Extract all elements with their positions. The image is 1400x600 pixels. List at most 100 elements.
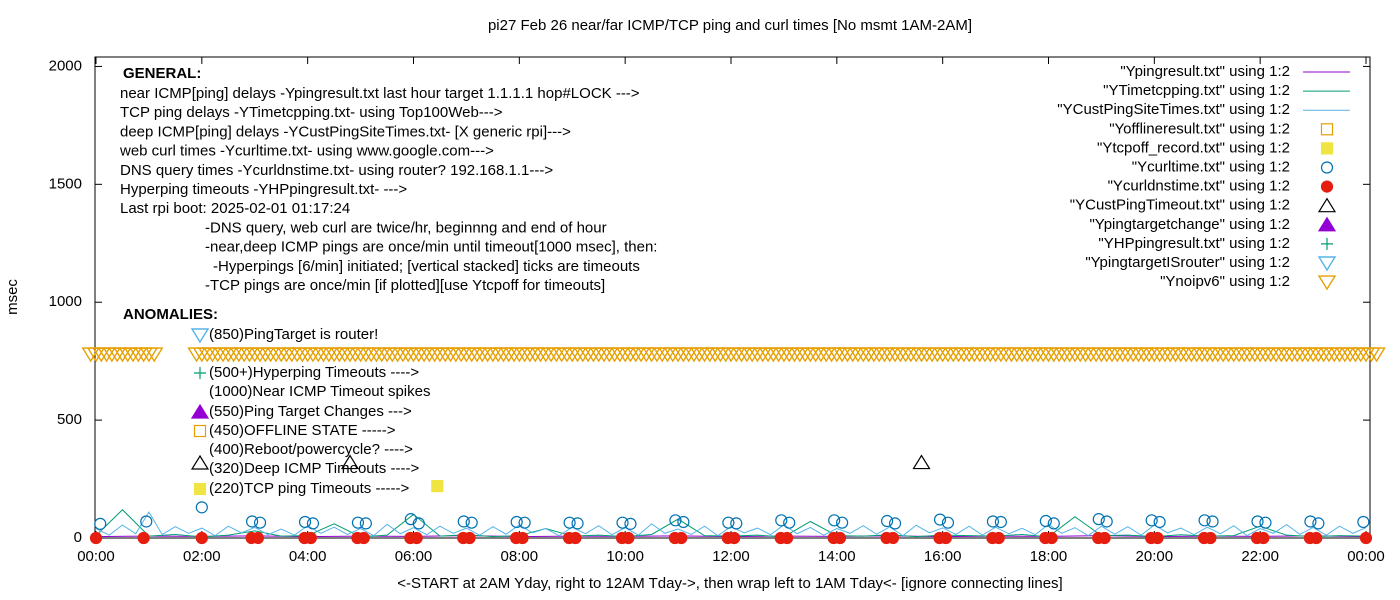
y-tick-label: 1500 [49,175,82,192]
anomaly-line: (450)OFFLINE STATE -----> [209,422,396,439]
data-point [457,515,470,528]
anomaly-line: (550)Ping Target Changes ---> [209,403,412,420]
legend-label: "Ytcpoff_record.txt" using 1:2 [1097,139,1290,156]
data-point [89,531,103,545]
data-point [669,514,682,527]
data-point [1251,515,1264,528]
legend-swatch [1317,275,1337,291]
data-point [1259,516,1272,529]
data-point [251,531,265,545]
x-tick-label: 12:00 [712,548,750,565]
data-point [1257,531,1270,545]
y-axis-label: msec [4,279,21,315]
data-point [994,515,1007,529]
data-point [730,517,743,530]
data-point [622,531,635,545]
data-point [516,531,529,545]
data-point [992,531,1005,545]
anomaly-line: (320)Deep ICMP Timeouts ----> [209,460,419,477]
data-point [1204,531,1217,545]
y-tick-label: 0 [74,529,82,546]
y-tick-label: 1000 [49,293,82,310]
legend-label: "Ypingresult.txt" using 1:2 [1120,63,1290,80]
x-tick-label: 08:00 [501,548,539,565]
anomaly-line: (220)TCP ping Timeouts -----> [209,480,409,497]
data-point [1047,517,1060,530]
data-point [1357,515,1370,529]
data-point [728,531,741,545]
data-point [410,531,423,545]
data-point [1312,517,1325,530]
notes-line: deep ICMP[ping] delays -YCustPingSiteTim… [120,123,571,140]
data-point [1198,514,1211,527]
x-tick-label: 10:00 [606,548,644,565]
data-point [1304,515,1317,528]
x-tick-label: 22:00 [1241,548,1279,565]
anomaly-line: (850)PingTarget is router! [209,326,378,343]
data-point [404,513,417,526]
legend-label: "Ycurldnstime.txt" using 1:2 [1108,178,1290,195]
data-point [304,531,317,545]
data-point [1151,531,1164,545]
data-point [775,514,788,527]
anomaly-icon [190,454,210,470]
data-point [246,515,259,528]
notes-line: Hyperping timeouts -YHPpingresult.txt- -… [120,181,407,198]
x-tick-label: 00:00 [1347,548,1385,565]
data-point [306,517,320,530]
data-point [888,517,902,530]
anomaly-line: (1000)Near ICMP Timeout spikes [209,383,430,400]
notes-line: TCP ping delays -YTimetcpping.txt- using… [120,104,503,121]
data-point [1145,514,1158,527]
legend-swatch [1317,216,1337,232]
x-axis-label: <-START at 2AM Yday, right to 12AM Tday-… [397,575,1062,592]
data-point [140,515,153,528]
x-tick-label: 16:00 [924,548,962,565]
notes-line: -Hyperpings [6/min] initiated; [vertical… [213,258,640,275]
data-point [836,516,849,529]
data-point [675,531,688,545]
anomaly-icon [193,424,207,438]
legend-label: "Ycurltime.txt" using 1:2 [1132,158,1290,175]
data-point [137,531,150,545]
notes-line: near ICMP[ping] delays -Ypingresult.txt … [120,85,640,102]
notes-line: -DNS query, web curl are twice/hr, begin… [205,219,607,236]
legend-label: "Ypingtargetchange" using 1:2 [1089,216,1290,233]
x-tick-label: 04:00 [289,548,327,565]
data-point [941,516,955,529]
data-point [359,517,372,530]
data-point [677,515,690,529]
data-point [563,516,576,529]
legend-swatch [1317,197,1337,213]
data-point [1100,515,1113,528]
data-point [881,514,894,528]
data-point [1098,531,1111,545]
notes-heading: ANOMALIES: [123,306,218,323]
notes-line: web curl times -Ycurltime.txt- using www… [119,143,494,160]
x-tick-label: 00:00 [77,548,115,565]
data-point [1206,515,1219,528]
data-point [195,501,208,514]
data-point [1153,515,1166,529]
data-point [298,515,312,529]
data-point [518,516,531,529]
legend-label: "YCustPingTimeout.txt" using 1:2 [1070,197,1290,214]
legend-label: "Yofflineresult.txt" using 1:2 [1109,120,1290,137]
data-point [1039,514,1052,528]
data-point [833,531,847,545]
data-point [828,514,841,527]
x-tick-label: 20:00 [1136,548,1174,565]
data-point [1367,347,1386,363]
legend-swatch [1320,123,1334,136]
notes-line: -near,deep ICMP pings are once/min until… [205,239,657,256]
data-point [351,516,365,529]
y-tick-label: 500 [57,411,82,428]
chart-title: pi27 Feb 26 near/far ICMP/TCP ping and c… [488,17,972,34]
data-point [340,454,360,470]
data-point [616,516,629,529]
legend-swatch [1320,161,1334,174]
legend-swatch [1317,256,1337,272]
